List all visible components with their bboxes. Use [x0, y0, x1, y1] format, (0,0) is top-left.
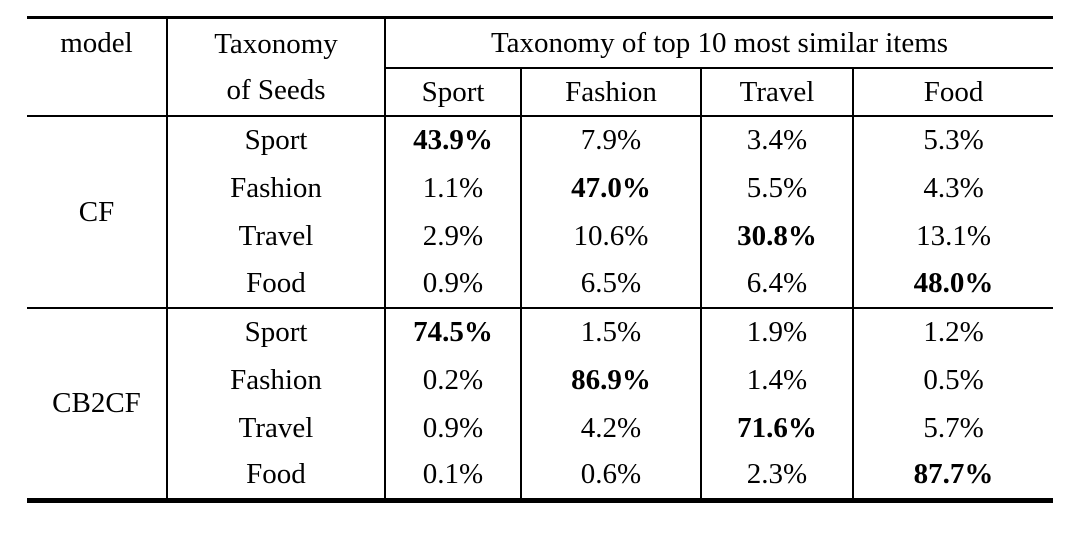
model-cell-cf: CF: [78, 195, 115, 228]
group-cf: CF Sport 43.9% 7.9% 3.4% 5.3% Fashion 1.…: [27, 116, 1054, 308]
header-seeds-line2: of Seeds: [226, 74, 326, 106]
header-row-top: model Taxonomy of Seeds Taxonomy of top …: [27, 17, 1054, 117]
value-cell: 6.4%: [700, 260, 853, 308]
header-col-sport: Sport: [384, 68, 521, 117]
seed-cell: Food: [166, 452, 385, 500]
header-col-travel: Travel: [700, 68, 853, 117]
value-cell: 6.5%: [520, 260, 701, 308]
taxonomy-similarity-table: model Taxonomy of Seeds Taxonomy of top …: [27, 16, 1054, 503]
header-top-items: Taxonomy of top 10 most similar items: [383, 17, 1054, 69]
seed-cell: Sport: [166, 307, 385, 356]
value-cell: 1.5%: [520, 307, 701, 356]
value-cell: 0.5%: [851, 356, 1054, 404]
seed-cell: Travel: [166, 212, 385, 260]
value-cell: 2.9%: [384, 212, 521, 260]
value-cell: 1.1%: [384, 164, 521, 212]
seed-cell: Fashion: [166, 164, 385, 212]
value-cell: 1.9%: [700, 307, 853, 356]
value-cell: 5.3%: [851, 116, 1054, 164]
table-row: CF Sport 43.9% 7.9% 3.4% 5.3%: [27, 116, 1054, 228]
value-cell: 0.9%: [384, 260, 521, 308]
value-cell: 2.3%: [700, 452, 853, 500]
table-row: Travel 2.9% 10.6% 30.8% 13.1%: [27, 212, 1054, 260]
header-seeds-line1: Taxonomy: [214, 28, 338, 60]
table-row: CB2CF Sport 74.5% 1.5% 1.9% 1.2%: [27, 307, 1054, 500]
table-row: Fashion 0.2% 86.9% 1.4% 0.5%: [27, 356, 1054, 404]
seed-cell: Fashion: [166, 356, 385, 404]
model-cell-cb2cf: CB2CF: [27, 307, 167, 500]
value-cell: 43.9%: [384, 116, 521, 164]
value-cell: 0.9%: [384, 404, 521, 452]
header-col-fashion: Fashion: [520, 68, 701, 117]
value-cell: 7.9%: [520, 116, 701, 164]
table-row: Fashion 1.1% 47.0% 5.5% 4.3%: [27, 164, 1054, 212]
value-cell: 1.2%: [851, 307, 1054, 356]
seed-cell: Travel: [166, 404, 385, 452]
value-cell: 47.0%: [520, 164, 701, 212]
value-cell: 5.5%: [700, 164, 853, 212]
paper-table-figure: model Taxonomy of Seeds Taxonomy of top …: [27, 16, 1054, 503]
value-cell: 0.1%: [384, 452, 521, 500]
value-cell: 0.6%: [520, 452, 701, 500]
value-cell: 4.2%: [520, 404, 701, 452]
value-cell: 3.4%: [700, 116, 853, 164]
value-cell: 48.0%: [851, 260, 1054, 308]
table-row: Food 0.1% 0.6% 2.3% 87.7%: [27, 452, 1054, 500]
value-cell: 5.7%: [851, 404, 1054, 452]
value-cell: 30.8%: [700, 212, 853, 260]
seed-cell: Sport: [166, 116, 385, 164]
table-row: Travel 0.9% 4.2% 71.6% 5.7%: [27, 404, 1054, 452]
header-model: model: [27, 17, 167, 117]
value-cell: 0.2%: [384, 356, 521, 404]
value-cell: 87.7%: [851, 452, 1054, 500]
value-cell: 10.6%: [520, 212, 701, 260]
header-seeds: Taxonomy of Seeds: [166, 17, 385, 117]
value-cell: 1.4%: [700, 356, 853, 404]
value-cell: 74.5%: [384, 307, 521, 356]
value-cell: 13.1%: [851, 212, 1054, 260]
value-cell: 4.3%: [851, 164, 1054, 212]
seed-cell: Food: [166, 260, 385, 308]
header-row-columns: Sport Fashion Travel Food: [27, 68, 1054, 117]
header-col-food: Food: [851, 68, 1054, 117]
value-cell: 71.6%: [700, 404, 853, 452]
table-row: Food 0.9% 6.5% 6.4% 48.0%: [27, 260, 1054, 308]
group-cb2cf: CB2CF Sport 74.5% 1.5% 1.9% 1.2% Fashion…: [27, 307, 1054, 500]
value-cell: 86.9%: [520, 356, 701, 404]
